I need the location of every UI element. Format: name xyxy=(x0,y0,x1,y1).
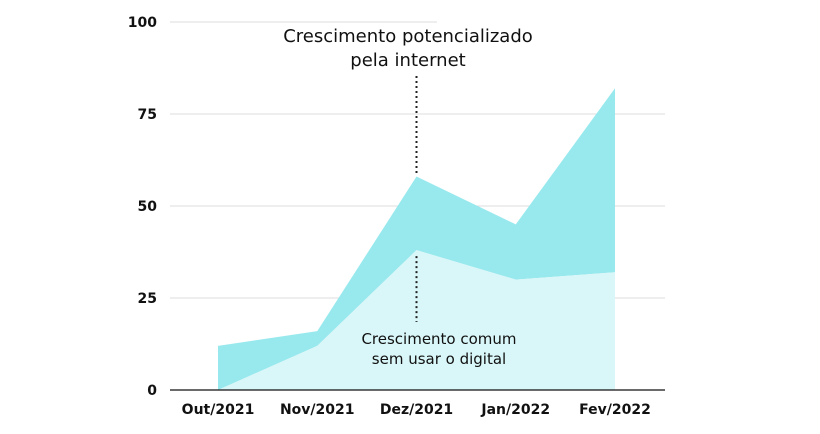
annotations: Crescimento potencializado pela internet C… xyxy=(283,26,533,368)
x-tick-label-1: Nov/2021 xyxy=(280,402,355,418)
x-axis-ticks: Out/2021 Nov/2021 Dez/2021 Jan/2022 Fev/2022 xyxy=(182,402,651,418)
area-lower xyxy=(218,250,615,390)
x-tick-label-2: Dez/2021 xyxy=(380,402,453,418)
y-axis-ticks: 0 25 50 75 100 xyxy=(128,15,157,399)
y-tick-label-25: 25 xyxy=(138,291,157,307)
y-tick-label-50: 50 xyxy=(138,199,158,215)
x-tick-label-4: Fev/2022 xyxy=(579,402,651,418)
y-tick-label-0: 0 xyxy=(147,383,157,399)
y-tick-label-75: 75 xyxy=(138,107,157,123)
x-tick-label-0: Out/2021 xyxy=(182,402,255,418)
x-tick-label-3: Jan/2022 xyxy=(480,402,550,418)
y-tick-label-100: 100 xyxy=(128,15,157,31)
annotation-bottom: Crescimento comum sem usar o digital xyxy=(361,330,516,368)
area-upper xyxy=(218,88,615,391)
chart-areas xyxy=(218,88,615,391)
annotation-top: Crescimento potencializado pela internet xyxy=(283,26,533,71)
